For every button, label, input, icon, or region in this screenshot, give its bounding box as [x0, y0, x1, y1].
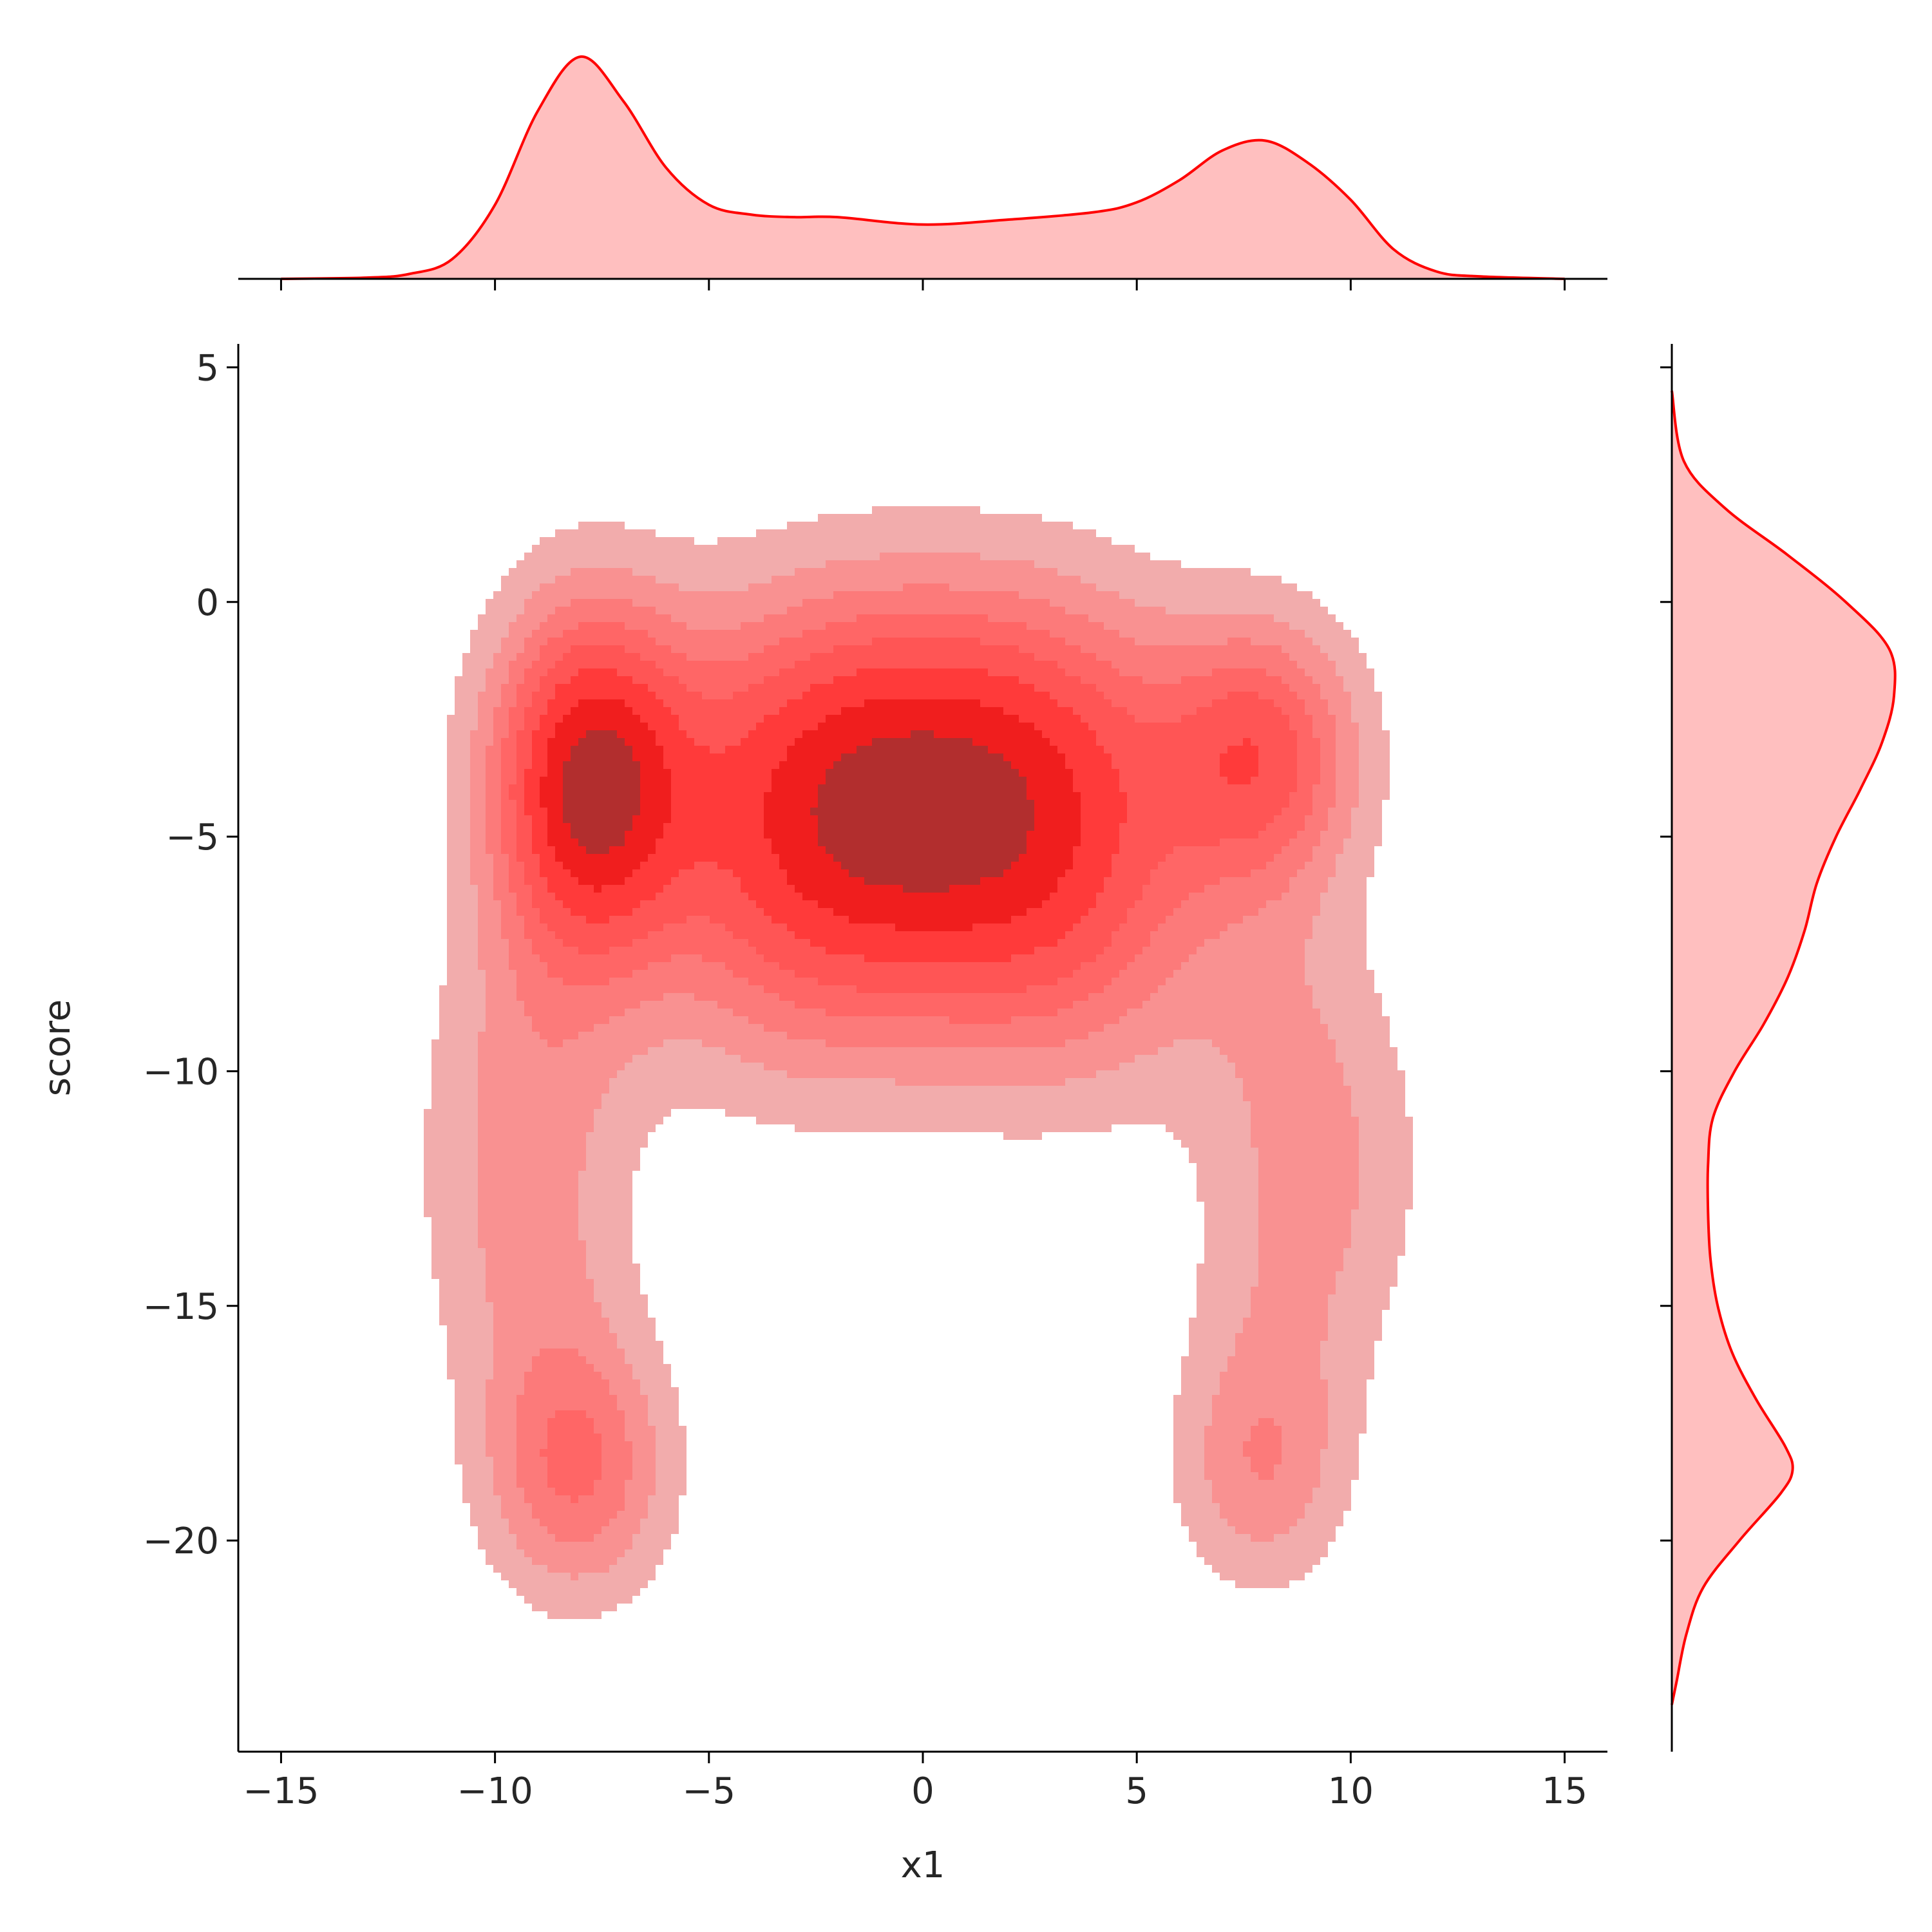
y-tick-label: −15: [143, 1286, 219, 1328]
x-tick-label: 15: [1542, 1770, 1587, 1812]
y-tick-label: 0: [196, 582, 219, 624]
right-marginal-fill: [1672, 390, 1895, 1705]
right-marginal-ticks: [1660, 366, 1672, 1542]
right-marginal: [1660, 344, 1897, 1752]
top-marginal-ticks: [279, 279, 1566, 290]
y-tick-label: −10: [143, 1051, 219, 1093]
x-axis-ticks: −15 −10 −5 0 5 10 15: [243, 1752, 1587, 1812]
y-tick-label: −5: [166, 817, 219, 858]
right-marginal-line: [1671, 390, 1897, 1705]
y-tick-label: −20: [143, 1520, 219, 1562]
kde-contour-area: [424, 506, 1413, 1619]
y-axis-ticks: 5 0 −5 −10 −15 −20: [143, 347, 238, 1562]
x-tick-label: −5: [683, 1770, 736, 1812]
x-tick-label: −10: [457, 1770, 533, 1812]
x-tick-label: 0: [911, 1770, 934, 1812]
top-marginal: [238, 55, 1607, 290]
x-tick-label: 10: [1328, 1770, 1374, 1812]
x-tick-label: 5: [1125, 1770, 1148, 1812]
kde-contour-level: [563, 730, 1034, 893]
top-marginal-fill: [281, 56, 1565, 279]
x-tick-label: −15: [243, 1770, 319, 1812]
y-axis-title: score: [37, 999, 79, 1096]
x-axis-title: x1: [901, 1844, 945, 1886]
kde-contour-fill: [563, 730, 1034, 893]
y-tick-label: 5: [196, 347, 219, 389]
top-marginal-line: [281, 55, 1565, 280]
